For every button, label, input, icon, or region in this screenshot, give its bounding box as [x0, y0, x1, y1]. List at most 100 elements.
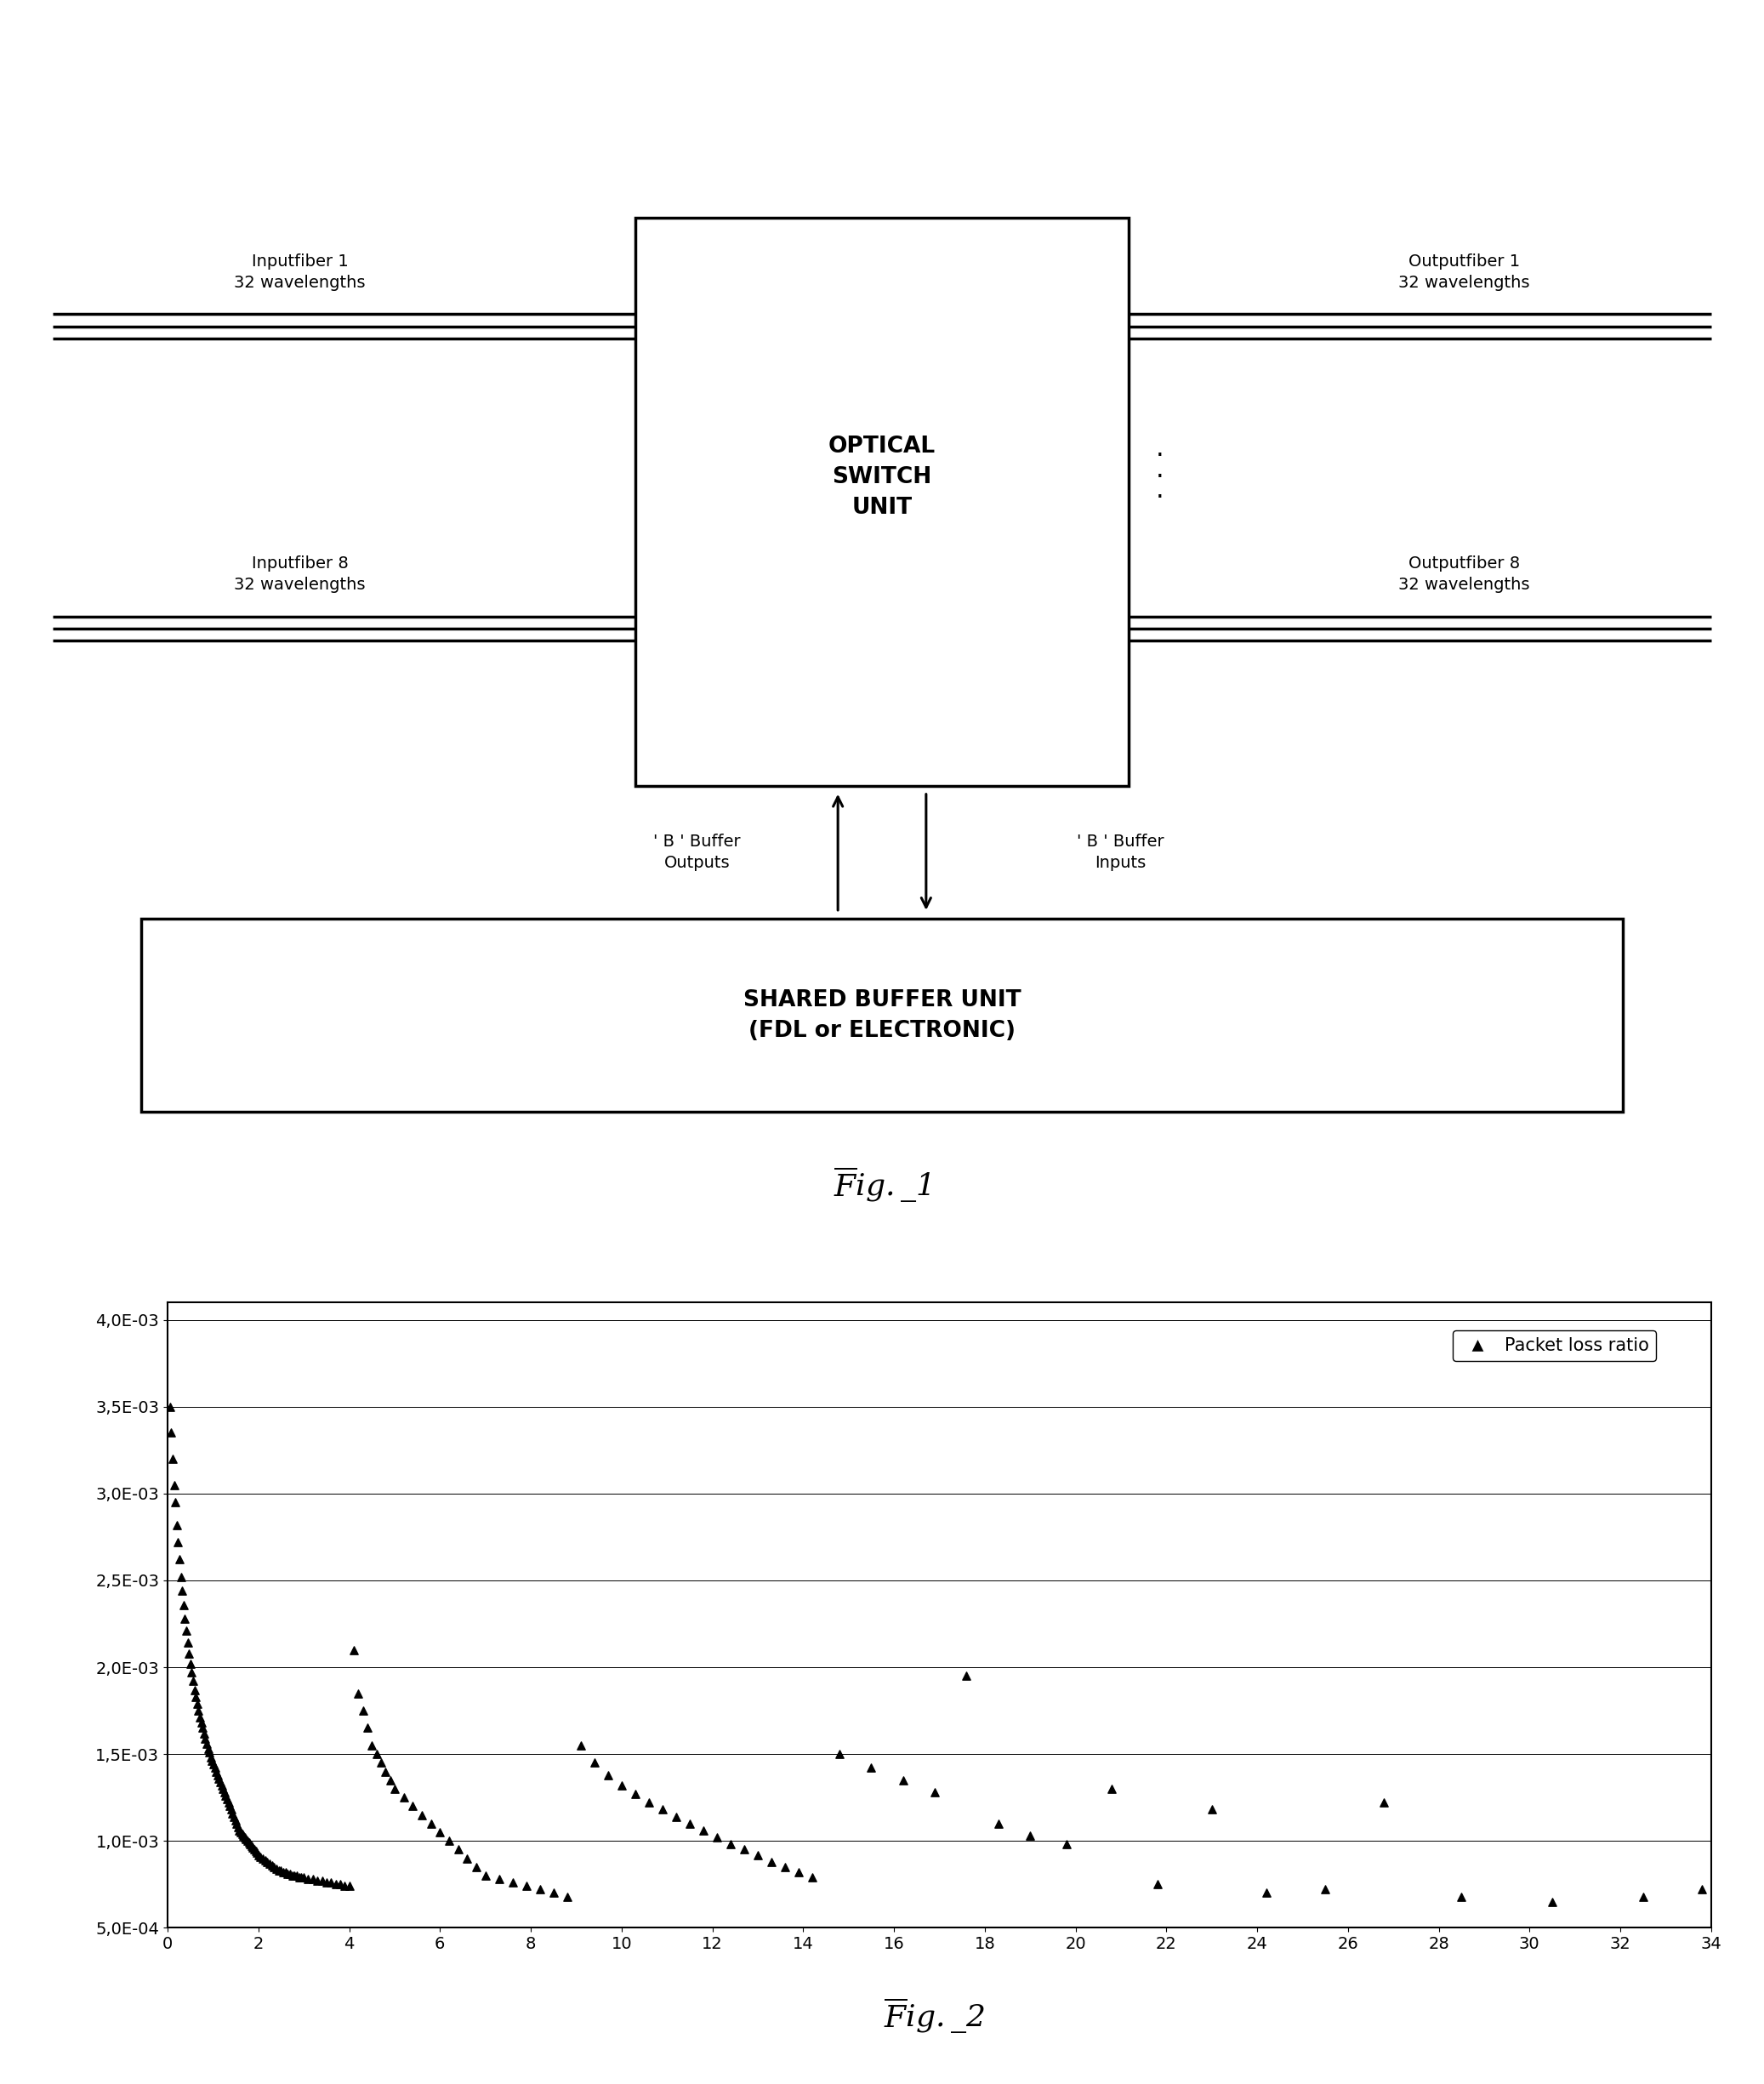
Point	[353, 1711, 381, 1744]
Point	[265, 1855, 293, 1888]
Point	[1198, 1792, 1226, 1826]
Point	[208, 1769, 236, 1803]
Point	[159, 1442, 187, 1475]
Point	[243, 1838, 272, 1871]
Point	[1628, 1880, 1656, 1913]
Point	[744, 1838, 773, 1871]
Point	[330, 1869, 358, 1903]
Point	[984, 1807, 1013, 1840]
Point	[178, 1655, 206, 1688]
Point	[785, 1855, 813, 1888]
Point	[335, 1869, 363, 1903]
Point	[185, 1701, 213, 1734]
Point	[376, 1763, 404, 1796]
Point	[178, 1665, 206, 1698]
Point	[1016, 1819, 1044, 1853]
Point	[676, 1807, 704, 1840]
Point	[231, 1821, 259, 1855]
Point	[258, 1849, 286, 1882]
Point	[220, 1803, 249, 1836]
Point	[358, 1730, 386, 1763]
Point	[226, 1813, 254, 1846]
Point	[171, 1603, 199, 1636]
Point	[219, 1796, 247, 1830]
Point	[259, 1851, 288, 1884]
Point	[243, 1836, 272, 1869]
Point	[217, 1792, 245, 1826]
Point	[247, 1840, 275, 1874]
Point	[1688, 1874, 1716, 1907]
Point	[238, 1832, 266, 1865]
Point	[367, 1746, 395, 1780]
Point	[407, 1798, 436, 1832]
Point	[182, 1680, 210, 1713]
Point	[229, 1819, 258, 1853]
Point	[233, 1821, 261, 1855]
Point	[485, 1863, 513, 1896]
Point	[196, 1740, 224, 1773]
Point	[191, 1721, 219, 1755]
Point	[266, 1855, 295, 1888]
Point	[298, 1863, 326, 1896]
Point	[771, 1851, 799, 1884]
Point	[607, 1769, 635, 1803]
Point	[318, 1865, 346, 1899]
Point	[224, 1811, 252, 1844]
Text: OPTICAL
SWITCH
UNIT: OPTICAL SWITCH UNIT	[829, 436, 935, 519]
Point	[889, 1763, 917, 1796]
Text: $\mathdefault{\overline{F}ig.\_ 1}$: $\mathdefault{\overline{F}ig.\_ 1}$	[833, 1165, 931, 1205]
Bar	[635, 217, 1129, 786]
Point	[183, 1688, 212, 1721]
Point	[279, 1859, 307, 1892]
Point	[164, 1525, 192, 1559]
Point	[191, 1717, 219, 1751]
Point	[690, 1813, 718, 1846]
Point	[192, 1728, 220, 1761]
Text: Inputfiber 1
32 wavelengths: Inputfiber 1 32 wavelengths	[235, 254, 365, 290]
Point	[249, 1842, 277, 1876]
Point	[203, 1755, 231, 1788]
Point	[321, 1867, 349, 1901]
Point	[425, 1815, 453, 1849]
Point	[635, 1786, 663, 1819]
Point	[289, 1861, 318, 1894]
Point	[326, 1867, 355, 1901]
Point	[173, 1626, 201, 1659]
Point	[242, 1834, 270, 1867]
Point	[662, 1801, 690, 1834]
Point	[453, 1842, 482, 1876]
Point	[263, 1853, 291, 1886]
Point	[208, 1771, 236, 1805]
Point	[228, 1817, 256, 1851]
Point	[390, 1780, 418, 1813]
Point	[196, 1736, 224, 1769]
Text: Outputfiber 8
32 wavelengths: Outputfiber 8 32 wavelengths	[1399, 556, 1529, 592]
Point	[157, 1417, 185, 1450]
Point	[312, 1865, 340, 1899]
Point	[222, 1807, 250, 1840]
Point	[921, 1776, 949, 1809]
Point	[161, 1486, 189, 1519]
Point	[295, 1863, 323, 1896]
Point	[235, 1826, 263, 1859]
Point	[757, 1844, 785, 1878]
Text: SHARED BUFFER UNIT
(FDL or ELECTRONIC): SHARED BUFFER UNIT (FDL or ELECTRONIC)	[743, 990, 1021, 1042]
Text: ' B ' Buffer
Inputs: ' B ' Buffer Inputs	[1076, 834, 1164, 871]
Point	[594, 1759, 623, 1792]
Point	[286, 1861, 314, 1894]
Point	[212, 1780, 240, 1813]
Point	[254, 1844, 282, 1878]
Point	[226, 1815, 254, 1849]
Point	[166, 1542, 194, 1576]
Point	[155, 1390, 183, 1423]
Point	[362, 1738, 390, 1771]
Point	[272, 1855, 300, 1888]
Point	[552, 1880, 580, 1913]
Point	[288, 1861, 316, 1894]
Point	[194, 1732, 222, 1765]
Text: ' B ' Buffer
Outputs: ' B ' Buffer Outputs	[653, 834, 741, 871]
Point	[445, 1834, 473, 1867]
Point	[270, 1855, 298, 1888]
Point	[340, 1634, 369, 1667]
Text: $\mathdefault{\overline{F}ig.\_ 2}$: $\mathdefault{\overline{F}ig.\_ 2}$	[884, 1994, 986, 2036]
